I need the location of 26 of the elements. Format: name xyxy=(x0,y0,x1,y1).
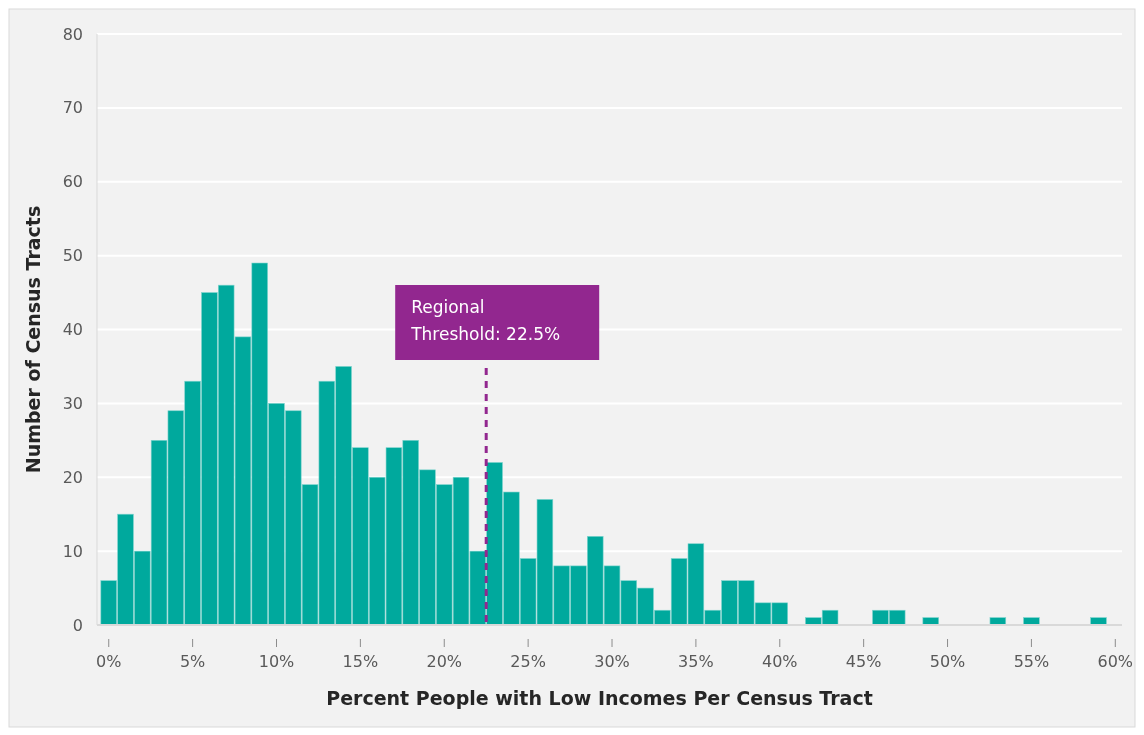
y-axis-title: Number of Census Tracts xyxy=(22,205,44,474)
y-tick-label: 60 xyxy=(62,172,83,192)
x-tick-label: 15% xyxy=(342,652,379,671)
y-tick-label: 70 xyxy=(62,98,83,118)
x-tick-label: 50% xyxy=(929,652,966,671)
x-axis-title: Percent People with Low Incomes Per Census Tract xyxy=(326,687,873,709)
callout-box: Regional Threshold: 22.5% xyxy=(395,285,600,360)
x-tick-label: 20% xyxy=(426,652,463,671)
x-tick-label: 55% xyxy=(1013,652,1050,671)
x-tick-label: 5% xyxy=(179,652,206,671)
y-tick-label: 20 xyxy=(62,467,83,487)
x-tick-label: 0% xyxy=(96,652,122,671)
x-tick-label: 35% xyxy=(678,652,714,671)
y-tick-label: 0 xyxy=(72,615,83,635)
x-tick-label: 25% xyxy=(510,652,546,671)
y-tick-label: 40 xyxy=(62,320,83,340)
x-tick-label: 10% xyxy=(258,652,295,671)
x-tick-label: 45% xyxy=(845,652,882,671)
y-tick-label: 30 xyxy=(62,393,83,413)
y-tick-label: 80 xyxy=(62,24,83,44)
x-tick-label: 30% xyxy=(594,652,630,671)
x-tick-label: 60% xyxy=(1097,652,1134,671)
x-tick-label: 40% xyxy=(761,652,798,671)
y-tick-label: 10 xyxy=(62,541,83,561)
y-tick-label: 50 xyxy=(62,246,83,266)
ref-line-label: Regional Threshold: 22.5% xyxy=(410,297,561,344)
